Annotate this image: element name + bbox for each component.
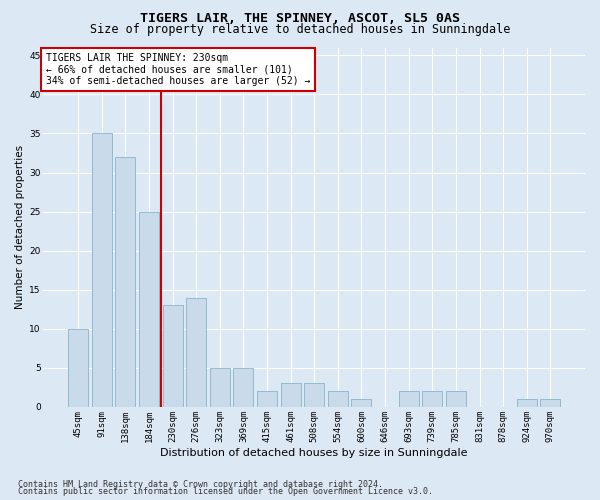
Y-axis label: Number of detached properties: Number of detached properties: [15, 145, 25, 310]
Bar: [186, 298, 206, 407]
Bar: [446, 392, 466, 407]
Bar: [210, 368, 230, 407]
Bar: [233, 368, 253, 407]
Bar: [517, 399, 537, 407]
Bar: [92, 134, 112, 407]
Bar: [398, 392, 419, 407]
Bar: [422, 392, 442, 407]
Text: TIGERS LAIR THE SPINNEY: 230sqm
← 66% of detached houses are smaller (101)
34% o: TIGERS LAIR THE SPINNEY: 230sqm ← 66% of…: [46, 53, 311, 86]
Bar: [304, 384, 324, 407]
Text: Contains public sector information licensed under the Open Government Licence v3: Contains public sector information licen…: [18, 488, 433, 496]
Text: TIGERS LAIR, THE SPINNEY, ASCOT, SL5 0AS: TIGERS LAIR, THE SPINNEY, ASCOT, SL5 0AS: [140, 12, 460, 26]
Bar: [257, 392, 277, 407]
Bar: [281, 384, 301, 407]
Bar: [115, 157, 136, 407]
X-axis label: Distribution of detached houses by size in Sunningdale: Distribution of detached houses by size …: [160, 448, 468, 458]
Bar: [139, 212, 159, 407]
Text: Contains HM Land Registry data © Crown copyright and database right 2024.: Contains HM Land Registry data © Crown c…: [18, 480, 383, 489]
Text: Size of property relative to detached houses in Sunningdale: Size of property relative to detached ho…: [90, 24, 510, 36]
Bar: [352, 399, 371, 407]
Bar: [328, 392, 348, 407]
Bar: [68, 329, 88, 407]
Bar: [163, 306, 182, 407]
Bar: [541, 399, 560, 407]
